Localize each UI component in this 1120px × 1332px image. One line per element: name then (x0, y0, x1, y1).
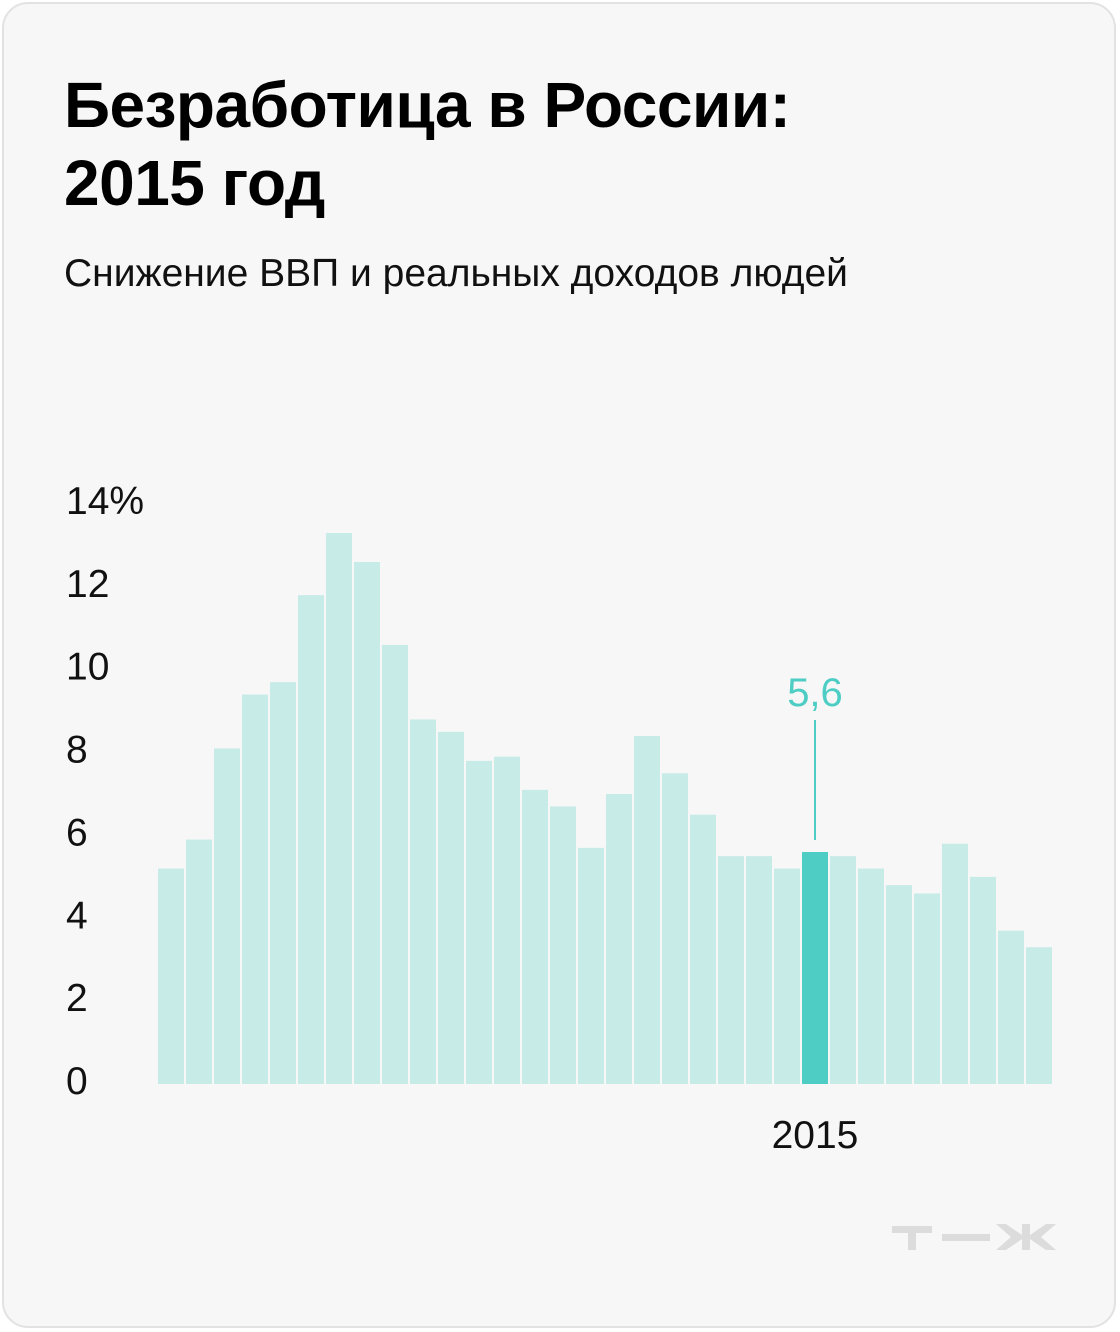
bar (606, 794, 632, 1084)
highlight-value-label: 5,6 (787, 671, 843, 715)
bar (494, 756, 520, 1084)
chart-subtitle: Снижение ВВП и реальных доходов людей (64, 252, 848, 295)
bar (326, 533, 352, 1084)
y-tick-label: 2 (66, 977, 88, 1020)
highlighted-bar (802, 852, 828, 1084)
bar (382, 644, 408, 1084)
bar (242, 694, 268, 1084)
bar (522, 789, 548, 1084)
bar (830, 856, 856, 1084)
bar (270, 682, 296, 1084)
bars (158, 533, 1052, 1084)
bar (690, 814, 716, 1084)
y-tick-label: 0 (66, 1060, 88, 1103)
bar (858, 868, 884, 1084)
title-line-1: Безработица в России: (64, 69, 791, 141)
bar (662, 773, 688, 1084)
bar (186, 839, 212, 1084)
bar (466, 760, 492, 1084)
y-tick-label: 8 (66, 729, 88, 772)
chart-title: Безработица в России: 2015 год (64, 66, 1064, 222)
y-tick-label: 10 (66, 646, 109, 689)
y-tick-label: 4 (66, 894, 88, 937)
bar (886, 885, 912, 1084)
bar (746, 856, 772, 1084)
bar (718, 856, 744, 1084)
bar (774, 868, 800, 1084)
bar (158, 868, 184, 1084)
annotations: 5,6 2015 (772, 671, 859, 1157)
tzh-logo-icon (892, 1224, 1056, 1250)
bar (970, 876, 996, 1084)
bar (354, 562, 380, 1084)
x-axis-label: 2015 (772, 1114, 859, 1157)
y-tick-label: 6 (66, 811, 88, 854)
bar (298, 595, 324, 1084)
bar (438, 731, 464, 1084)
bar (550, 806, 576, 1084)
bar (634, 736, 660, 1084)
bar (998, 930, 1024, 1084)
bar (1026, 947, 1052, 1084)
unemployment-bar-chart: 0 2 4 6 8 10 12 14% 5,6 2015 (66, 480, 1052, 1157)
bar (214, 748, 240, 1084)
bar (410, 719, 436, 1084)
bar (578, 847, 604, 1084)
y-axis: 0 2 4 6 8 10 12 14% (66, 480, 144, 1103)
y-tick-label: 14% (66, 480, 144, 523)
bar (914, 893, 940, 1084)
title-line-2: 2015 год (64, 147, 325, 219)
bar (942, 843, 968, 1084)
y-tick-label: 12 (66, 563, 109, 606)
